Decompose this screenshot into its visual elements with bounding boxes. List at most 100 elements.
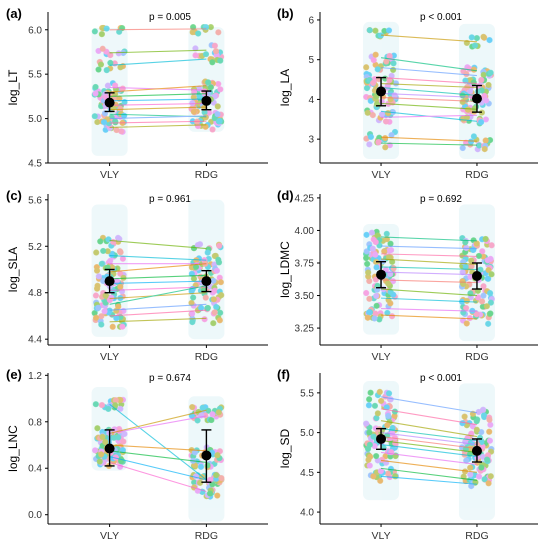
pair-line: [380, 459, 478, 473]
data-point: [211, 252, 218, 260]
data-point: [459, 98, 466, 106]
data-point: [363, 248, 370, 255]
data-point: [211, 42, 218, 49]
data-point: [384, 470, 392, 477]
data-point: [482, 97, 490, 104]
data-point: [383, 230, 390, 237]
data-point: [385, 390, 393, 397]
data-point: [190, 275, 198, 282]
data-point: [368, 229, 376, 236]
data-point: [117, 249, 124, 256]
data-point: [210, 320, 217, 327]
pair-line: [381, 92, 477, 98]
data-point: [102, 299, 109, 306]
data-point: [215, 80, 222, 88]
y-tick-label: 5: [308, 55, 314, 66]
y-axis-label: log_LDMC: [278, 241, 292, 298]
data-point: [468, 257, 475, 264]
data-point: [383, 236, 391, 243]
y-tick-label: 0.0: [28, 510, 42, 521]
y-tick-label: 6.0: [28, 25, 42, 36]
data-point: [480, 406, 487, 413]
y-tick-label: 5.0: [28, 114, 42, 125]
data-point: [475, 294, 482, 301]
data-point: [99, 45, 106, 52]
pair-line: [381, 82, 477, 89]
data-point: [98, 401, 105, 409]
data-point: [478, 428, 485, 436]
data-point: [189, 403, 196, 411]
data-point: [189, 319, 196, 326]
data-point: [473, 34, 480, 42]
data-point: [214, 452, 221, 459]
pair-line: [109, 58, 207, 66]
data-point: [390, 60, 397, 67]
data-point: [477, 266, 484, 273]
data-point: [391, 128, 399, 136]
data-point: [459, 144, 466, 152]
data-point: [363, 85, 371, 92]
data-point: [190, 294, 197, 301]
data-point: [372, 238, 379, 246]
pair-line: [380, 57, 478, 72]
y-tick-label: 4.5: [300, 468, 314, 479]
y-tick-label: 4.4: [28, 335, 42, 346]
data-point: [96, 458, 103, 465]
data-point: [462, 239, 469, 246]
data-point: [388, 132, 395, 139]
data-point: [366, 27, 373, 34]
pair-line: [380, 408, 478, 426]
data-point: [95, 47, 102, 55]
data-point: [382, 144, 389, 151]
data-point: [211, 93, 218, 100]
data-point: [102, 292, 109, 299]
pair-line: [380, 451, 478, 465]
pair-line: [109, 456, 207, 481]
pair-line: [380, 67, 478, 77]
data-point: [475, 252, 483, 260]
panel-e: 0.0 0.4 0.8 1.2 VLY RDG log_LNC (e) p = 0.674: [6, 367, 268, 542]
pair-line: [381, 245, 477, 250]
data-point: [370, 473, 377, 480]
data-point: [487, 290, 494, 297]
data-point: [105, 236, 112, 243]
pair-line: [380, 443, 478, 457]
data-point: [376, 316, 383, 323]
data-point: [467, 471, 474, 478]
pair-line: [109, 461, 207, 493]
data-point: [482, 116, 490, 123]
p-value-label: p = 0.692: [420, 194, 462, 205]
y-tick-label: 4.8: [28, 288, 42, 299]
data-point: [98, 451, 105, 458]
data-point: [374, 66, 381, 73]
x-tick-label: RDG: [195, 351, 218, 363]
data-point: [487, 473, 494, 480]
data-point: [459, 420, 466, 427]
data-point: [382, 134, 389, 142]
x-tick-label: VLY: [372, 530, 391, 542]
panel-d: 3.25 3.50 3.75 4.00 4.25 VLY RDG log_LDMC (d) p =…: [277, 188, 538, 363]
pair-line: [109, 303, 207, 311]
data-point: [366, 441, 373, 448]
data-point: [480, 412, 488, 419]
pair-line: [381, 253, 477, 258]
data-point: [113, 315, 120, 322]
data-point: [216, 242, 223, 249]
data-point: [364, 260, 371, 268]
data-point: [370, 433, 377, 440]
pair-line: [381, 96, 477, 102]
data-point: [390, 265, 397, 272]
data-point: [194, 241, 201, 249]
pair-line: [109, 450, 207, 463]
data-point: [392, 440, 399, 447]
p-value-label: p < 0.001: [420, 12, 462, 23]
pair-line: [109, 292, 207, 300]
y-axis-label: log_SD: [278, 428, 292, 468]
data-point: [92, 90, 99, 97]
y-tick-label: 5.0: [300, 428, 314, 439]
data-point: [375, 139, 382, 146]
data-point: [216, 117, 223, 125]
data-point: [485, 266, 492, 274]
panel-c: 4.4 4.8 5.2 5.6 VLY RDG log_SLA (c) p = 0.961: [6, 188, 268, 363]
